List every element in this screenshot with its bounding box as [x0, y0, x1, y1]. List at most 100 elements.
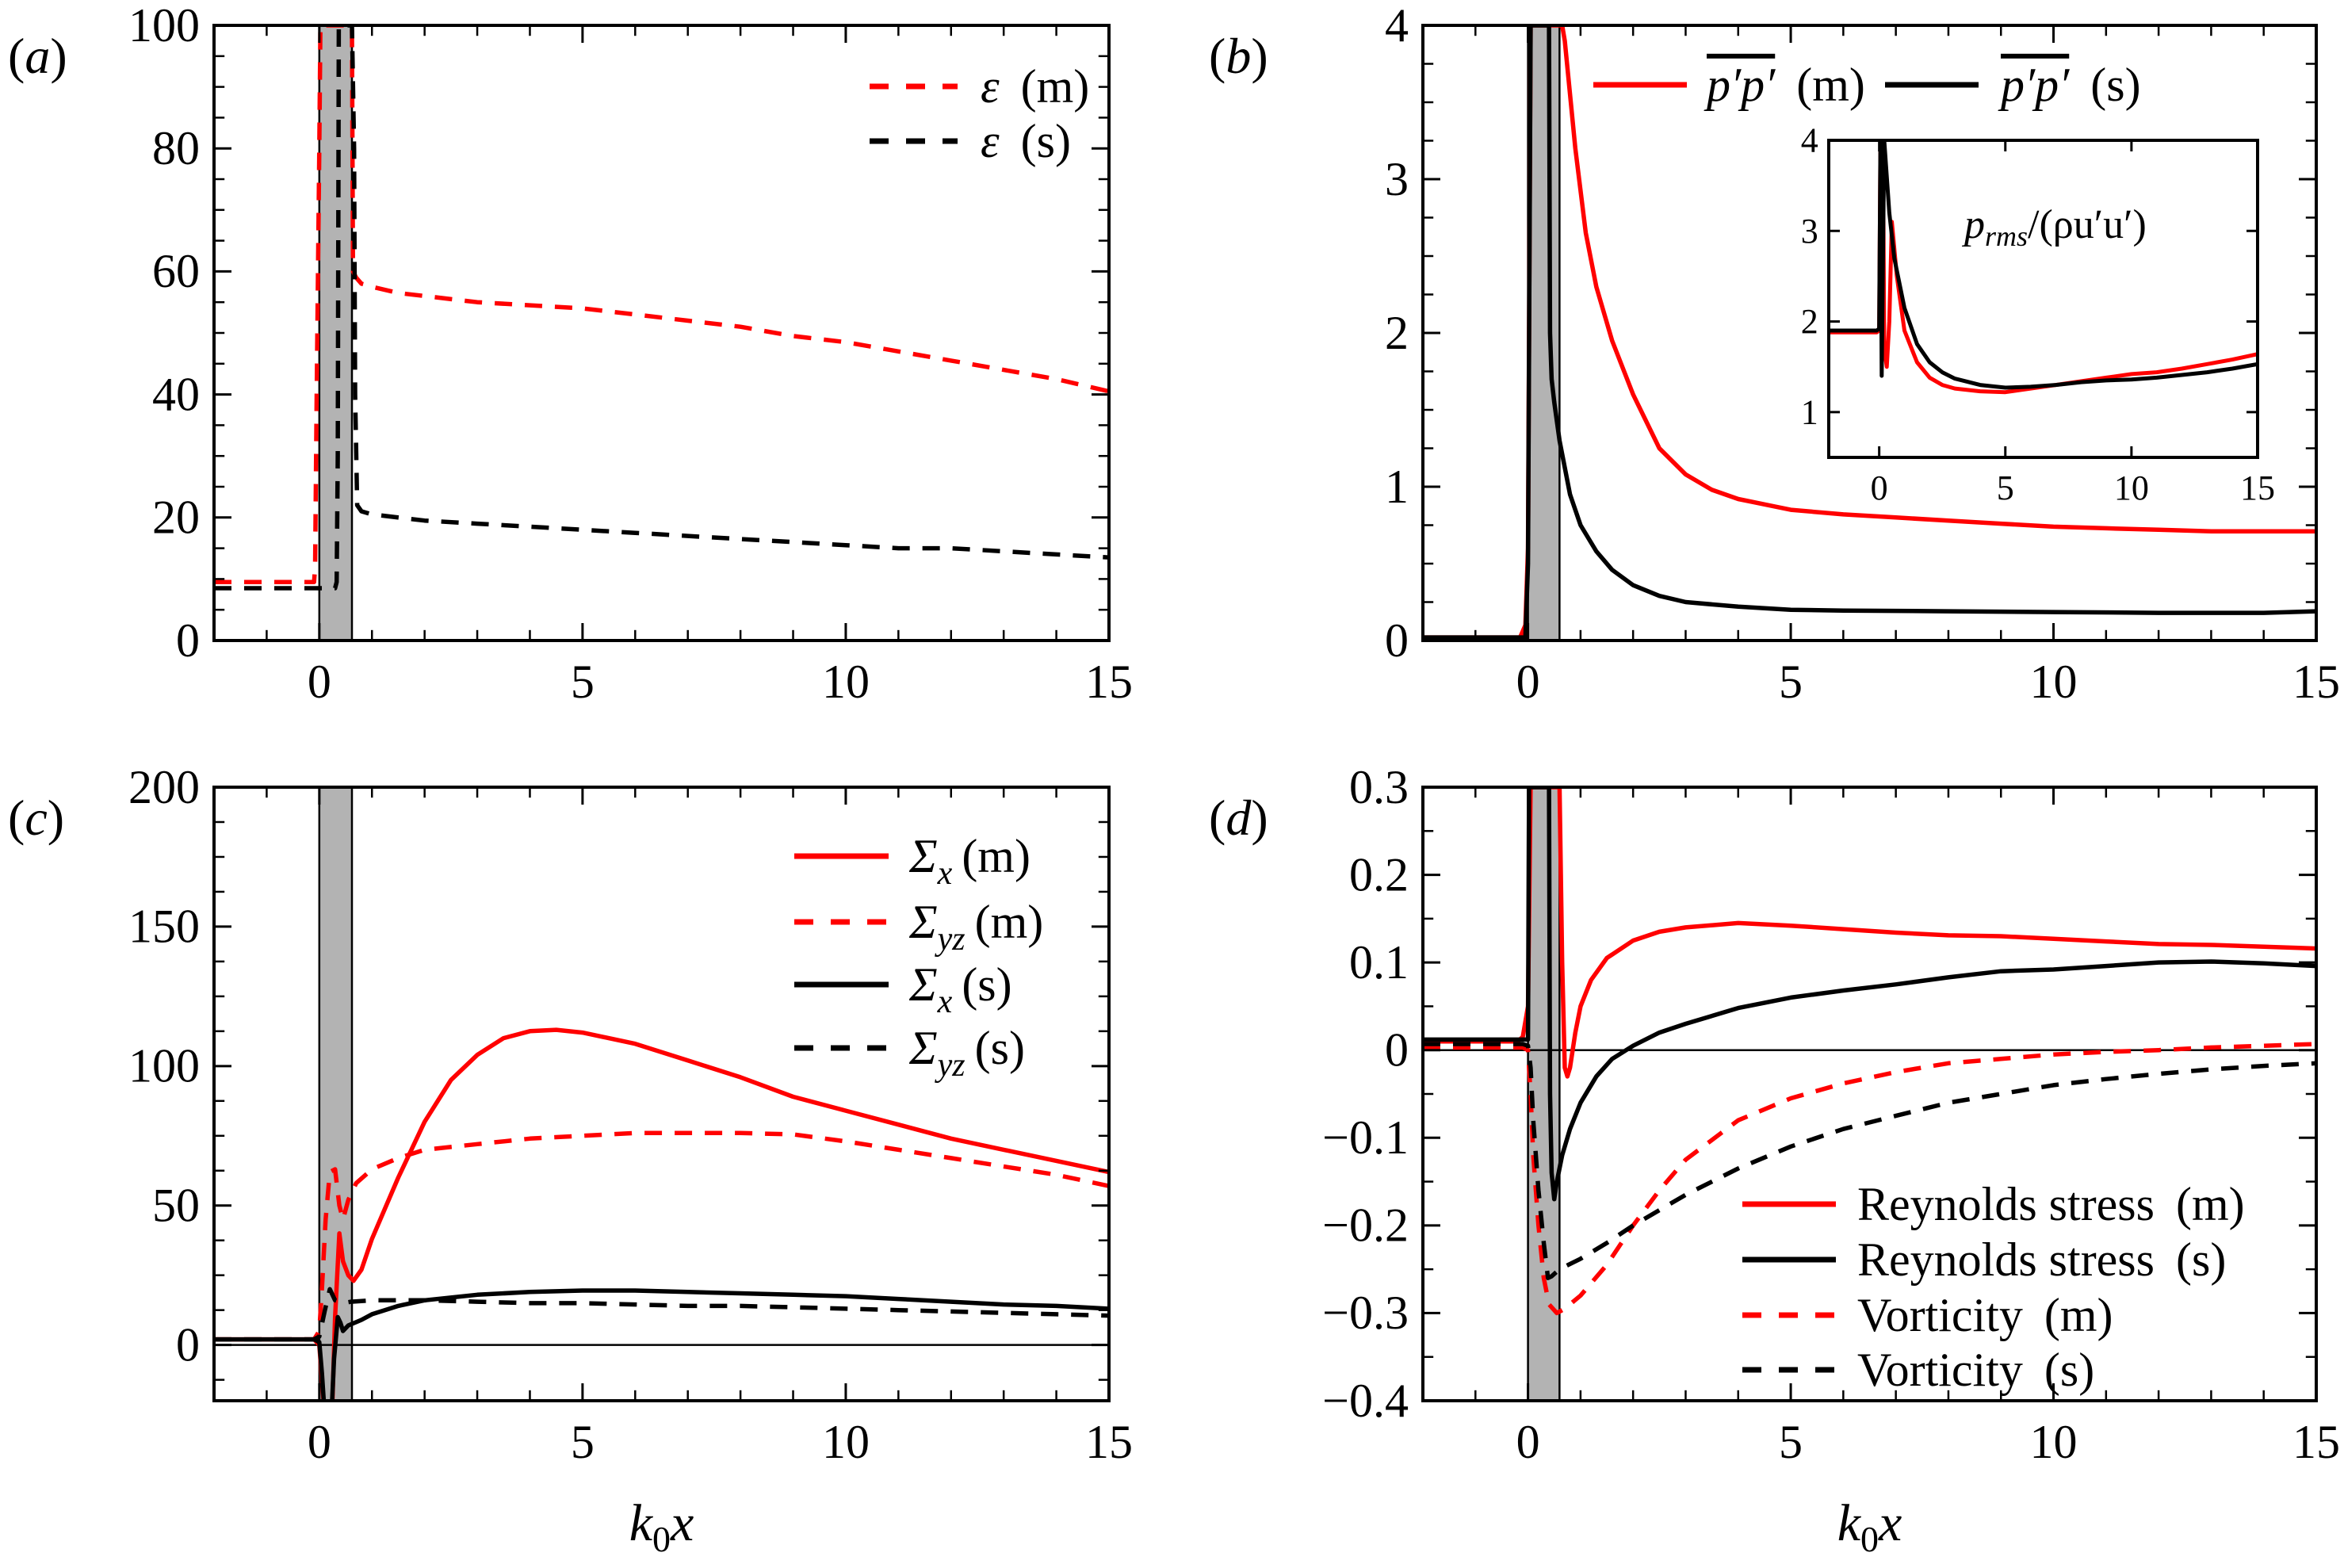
y-tick-label: 150 [128, 901, 200, 953]
legend-tag: (s) [2164, 1233, 2226, 1286]
legend-tag: (s) [1009, 115, 1071, 167]
legend-label: ε (m) [981, 60, 1089, 113]
x-tick-label: 10 [822, 656, 870, 708]
legend-tag: (m) [1009, 60, 1090, 113]
y-tick-label: 4 [1385, 0, 1409, 52]
y-tick-label: 50 [152, 1180, 200, 1232]
legend-label: Σyz (m) [908, 896, 1043, 958]
legend-item: Σyz (m) [794, 896, 1043, 958]
legend-symbol: ε [981, 115, 1000, 167]
legend-item: Σx (s) [794, 958, 1012, 1020]
x-tick-label: 10 [2114, 468, 2149, 507]
series-line--m- [214, 25, 1109, 585]
xlabel-x: x [1878, 1494, 1902, 1552]
legend-symbol: Reynolds stress [1857, 1178, 2155, 1230]
legend-subscript: yz [935, 921, 966, 958]
x-tick-label: 5 [1997, 468, 2014, 507]
legend-symbol: Σ [908, 896, 938, 948]
y-tick-label: −0.2 [1322, 1199, 1409, 1252]
x-tick-label: 5 [1779, 1416, 1803, 1468]
legend-item: ε (s) [870, 115, 1071, 167]
x-tick-label: 15 [2292, 656, 2340, 708]
plot-area [214, 25, 1109, 641]
x-tick-label: 10 [2030, 656, 2078, 708]
legend-tag: (s) [2032, 1344, 2094, 1396]
series-line-vorticity-m- [1423, 1042, 2316, 1316]
legend-item: p′p′ (m) [1593, 59, 1865, 111]
y-tick-label: −0.1 [1322, 1111, 1409, 1164]
xlabel-sub: 0 [652, 1519, 671, 1559]
legend-symbol: p′p′ [1704, 59, 1776, 111]
legend-subscript: x [937, 984, 953, 1020]
legend-label: Vorticity (s) [1857, 1344, 2094, 1396]
series-line-reynolds-stress-m- [1423, 787, 2316, 1079]
y-tick-label: −0.4 [1322, 1375, 1409, 1427]
panel-a: 0 5 10 15 0 20 40 60 80 100 (a) ε (m)ε (s) [8, 0, 1133, 708]
y-tick-label: 2 [1801, 302, 1818, 341]
plot-area [1423, 787, 2316, 1401]
x-tick-label: 15 [1085, 656, 1133, 708]
paren: ( [8, 28, 25, 84]
y-tick-label: 60 [152, 245, 200, 297]
legend-item: Vorticity (s) [1742, 1344, 2094, 1396]
legend-symbol: Reynolds stress [1857, 1233, 2155, 1286]
xlabel-x: x [670, 1494, 694, 1552]
x-tick-label: 5 [571, 1416, 595, 1468]
legend-label: Reynolds stress (m) [1857, 1178, 2245, 1230]
y-tick-label: −0.3 [1322, 1287, 1409, 1339]
legend-tag: (m) [1784, 59, 1865, 111]
legend-item: Reynolds stress (s) [1742, 1233, 2226, 1286]
shaded-band [318, 24, 354, 642]
panel-label: (d) [1209, 790, 1268, 846]
legend-label: Reynolds stress (s) [1857, 1233, 2226, 1286]
legend-symbol: Σ [908, 1022, 938, 1074]
legend-item: Σx (m) [794, 830, 1031, 892]
legend-tag: (s) [975, 1022, 1025, 1074]
legend: Reynolds stress (m)Reynolds stress (s)Vo… [1742, 1178, 2245, 1396]
legend-symbol: Σ [908, 958, 938, 1011]
legend-label: p′p′ (s) [1998, 59, 2141, 111]
y-tick-label: 0.1 [1349, 936, 1409, 989]
series-line--x-m- [214, 1027, 1109, 1401]
series-group [214, 25, 1109, 591]
legend-tag: (s) [2078, 59, 2140, 111]
annot-sub: rms [1985, 220, 2028, 252]
y-tick-label: 100 [128, 0, 200, 52]
series-group [1829, 140, 2258, 395]
panel-letter: b [1226, 28, 1251, 84]
x-tick-label: 15 [1085, 1416, 1133, 1468]
legend-symbol: p′p′ [1998, 59, 2070, 111]
legend-symbol: Σ [908, 830, 938, 882]
paren: ( [1209, 28, 1226, 84]
paren: ) [1251, 790, 1268, 846]
axes-frame [1827, 139, 2259, 459]
plot-area [1829, 140, 2258, 457]
legend-label: Σyz (s) [908, 1022, 1025, 1084]
y-tick-label: 0 [176, 1318, 200, 1371]
series-line--yz-s- [214, 1287, 1109, 1342]
y-tick-label: 200 [128, 761, 200, 813]
panel-letter: c [25, 790, 47, 846]
panel-letter: d [1226, 790, 1252, 846]
x-tick-label: 15 [2292, 1416, 2340, 1468]
legend-tag: (m) [2032, 1289, 2113, 1341]
panel-label: (a) [8, 28, 67, 84]
paren: ( [1209, 790, 1226, 846]
axes-frame [212, 786, 1111, 1402]
x-tick-label: 0 [1516, 656, 1540, 708]
series-line-p-p-s- [1423, 25, 2316, 640]
xlabel-k: k [1837, 1494, 1862, 1552]
legend-label: ε (s) [981, 115, 1071, 167]
legend-label: Σx (m) [908, 830, 1031, 892]
paren: ) [1251, 28, 1268, 84]
legend-symbol: ε [981, 60, 1000, 113]
y-tick-label: 3 [1385, 153, 1409, 205]
legend-tag: (s) [962, 958, 1011, 1011]
annot-rest: /(ρu′u′) [2028, 202, 2147, 247]
x-tick-label: 0 [308, 1416, 331, 1468]
x-tick-label: 10 [2030, 1416, 2078, 1468]
legend-item: p′p′ (s) [1885, 59, 2141, 111]
legend-symbol: Vorticity [1857, 1289, 2023, 1341]
